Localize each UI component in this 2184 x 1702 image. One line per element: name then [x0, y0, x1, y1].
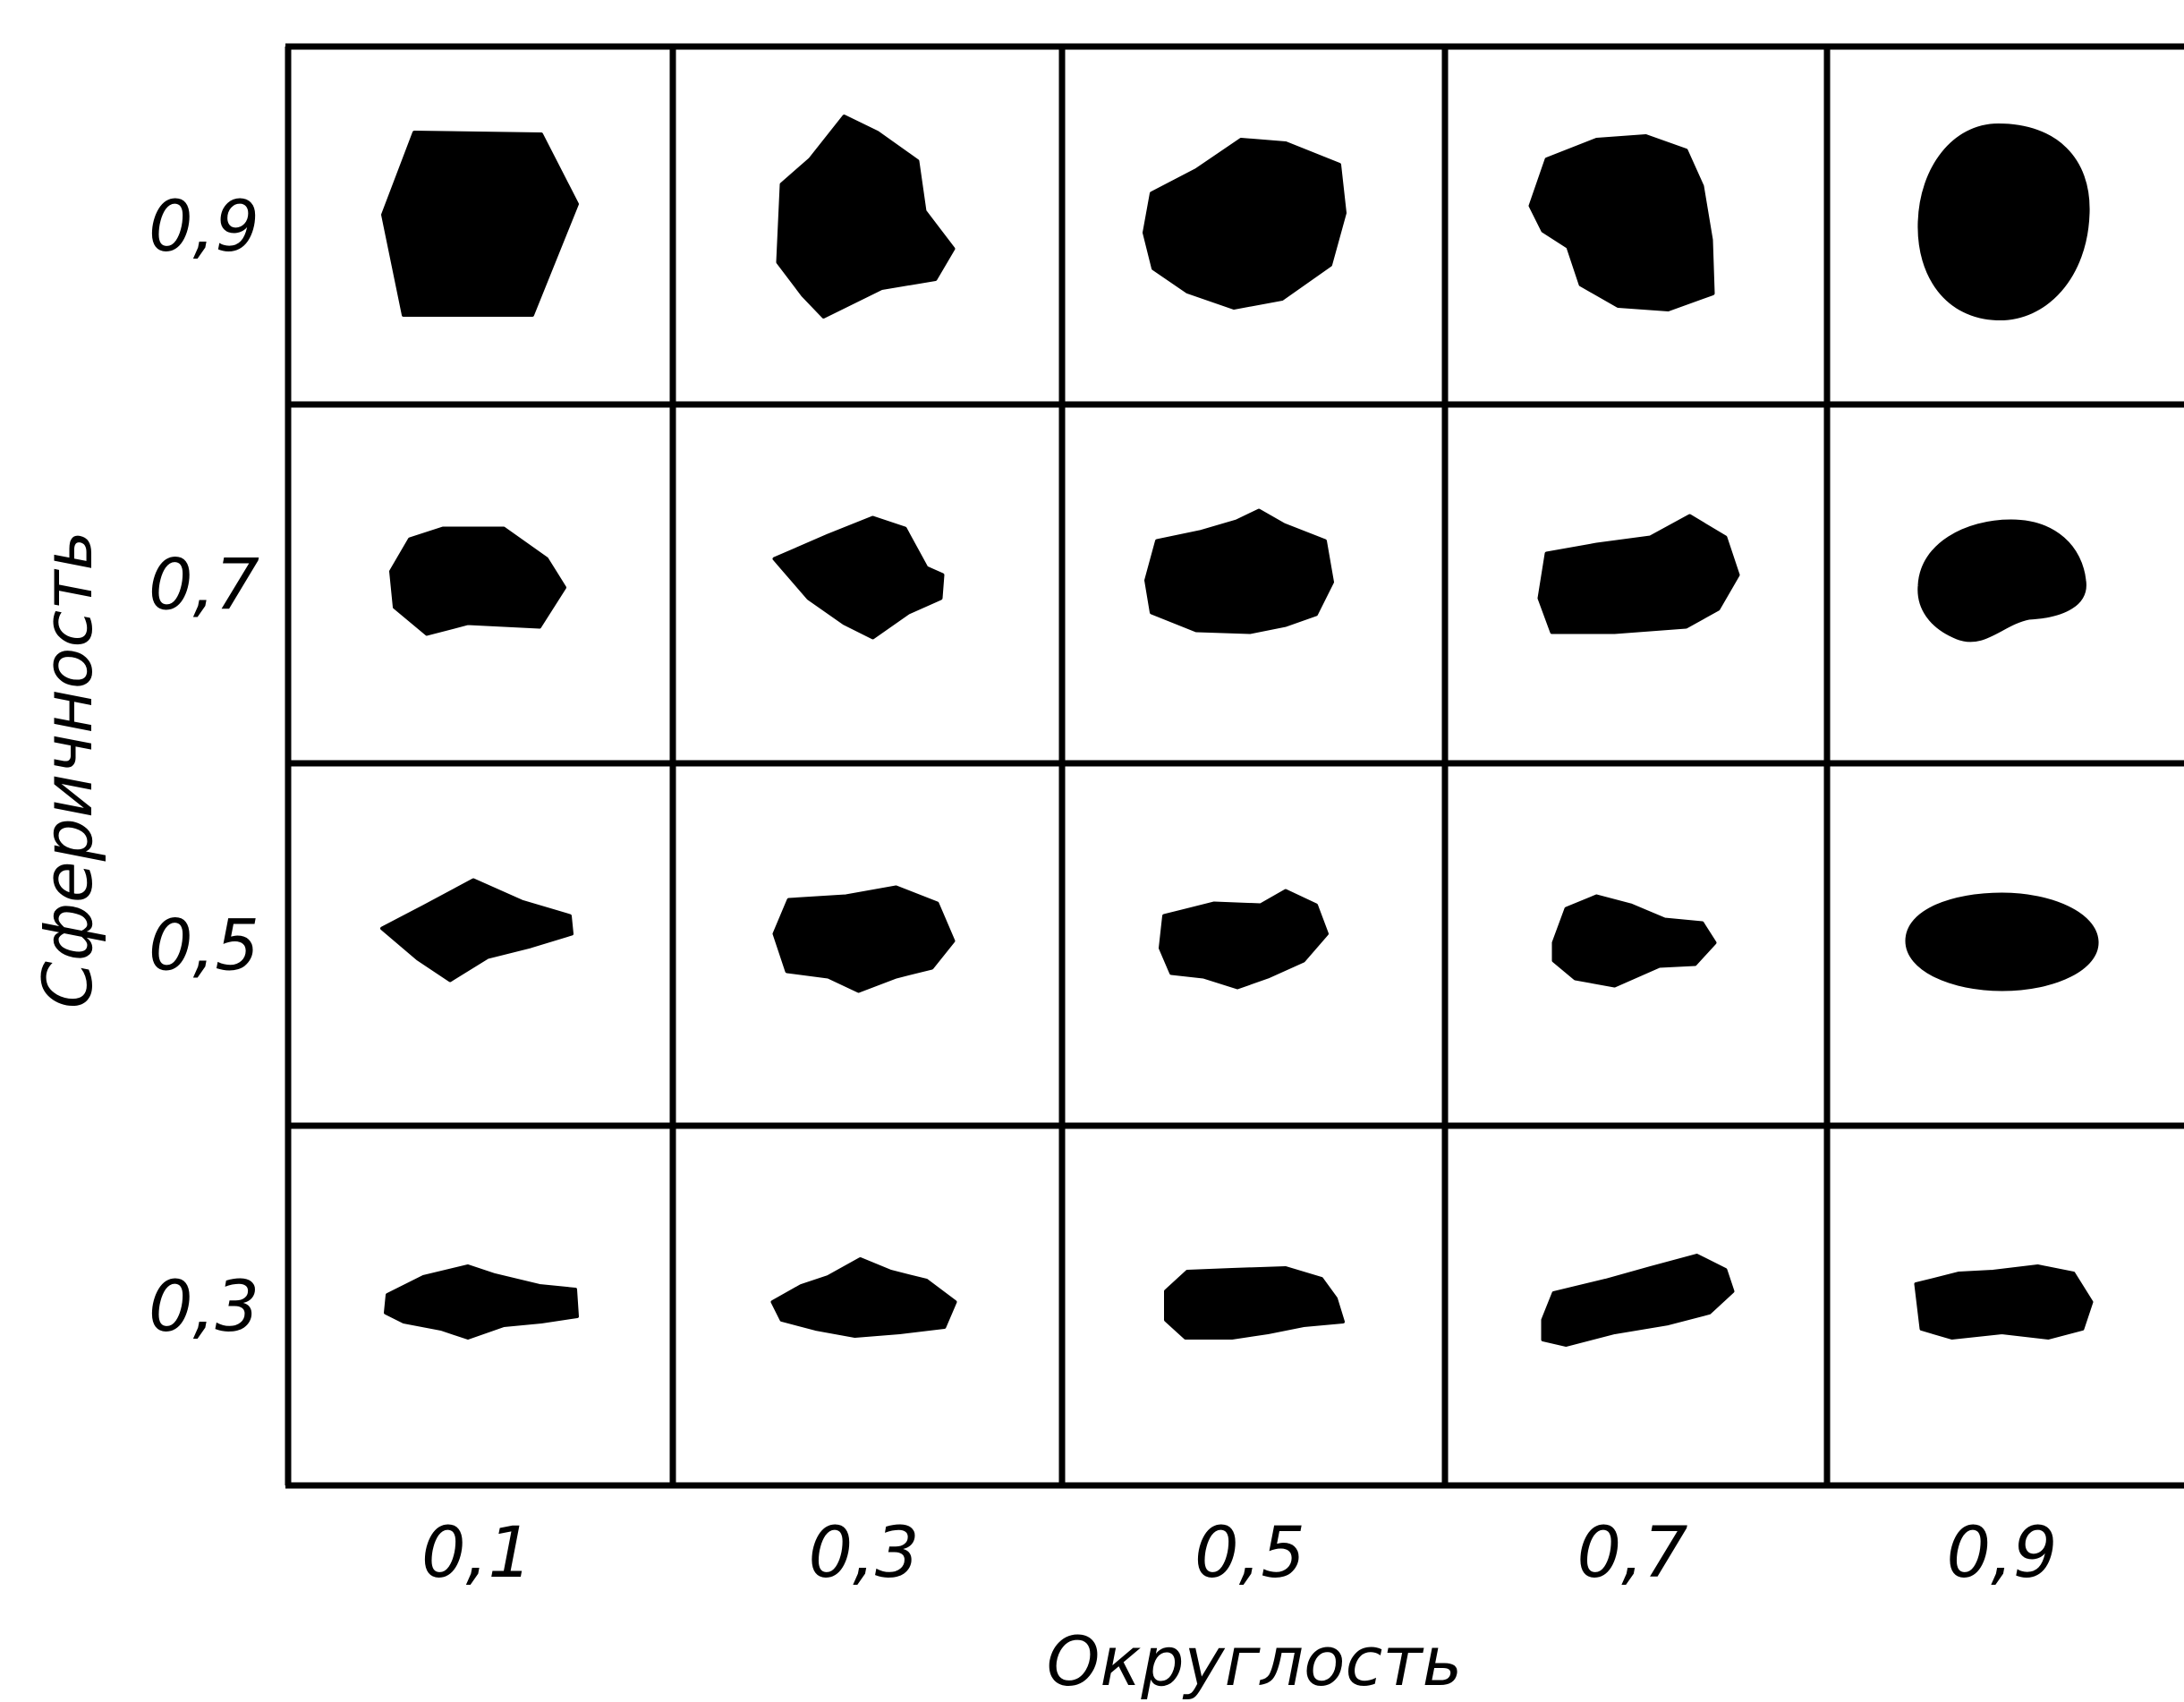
grain-shape-09-03 — [776, 115, 956, 319]
x-tick-label: 0,9 — [1946, 1513, 2057, 1594]
grain-shape-07-09 — [1917, 519, 2086, 643]
grain-shape-03-07 — [1541, 1254, 1735, 1347]
y-tick-label: 0,3 — [149, 1267, 259, 1348]
x-axis-label: Округлость — [1047, 1621, 1463, 1701]
grain-shape-07-01 — [389, 526, 566, 636]
grain-shape-03-01 — [384, 1264, 579, 1340]
x-tick-labels: 0,1 0,3 0,5 0,7 0,9 — [421, 1513, 2058, 1594]
grain-shape-03-09 — [1914, 1264, 2094, 1340]
x-tick-label: 0,5 — [1194, 1513, 1305, 1594]
grain-shape-07-03 — [772, 515, 945, 640]
x-tick-label: 0,7 — [1576, 1513, 1687, 1594]
grain-shape-09-07 — [1528, 134, 1715, 311]
grain-shape-05-01 — [380, 878, 574, 983]
grain-shape-05-05 — [1159, 889, 1329, 990]
grain-shape-09-09 — [1917, 123, 2090, 321]
y-tick-labels: 0,9 0,7 0,5 0,3 — [149, 187, 259, 1348]
grain-shape-03-05 — [1164, 1266, 1345, 1340]
y-tick-label: 0,9 — [149, 187, 259, 268]
y-tick-label: 0,5 — [149, 906, 259, 987]
grain-shape-05-03 — [772, 885, 956, 993]
x-tick-label: 0,1 — [421, 1513, 532, 1594]
grain-shape-03-03 — [770, 1257, 957, 1338]
y-axis-label: Сферичность — [28, 531, 107, 1008]
grain-shape-09-01 — [381, 131, 579, 317]
grain-shape-05-07 — [1551, 894, 1717, 988]
y-tick-label: 0,7 — [149, 546, 259, 626]
grain-shape-07-05 — [1144, 508, 1334, 634]
grain-shape-07-07 — [1537, 514, 1740, 634]
grid — [285, 43, 2184, 1489]
grain-shape-09-05 — [1143, 138, 1347, 310]
grains — [380, 115, 2099, 1347]
x-tick-label: 0,3 — [808, 1513, 919, 1594]
grain-shape-05-09 — [1905, 892, 2099, 991]
